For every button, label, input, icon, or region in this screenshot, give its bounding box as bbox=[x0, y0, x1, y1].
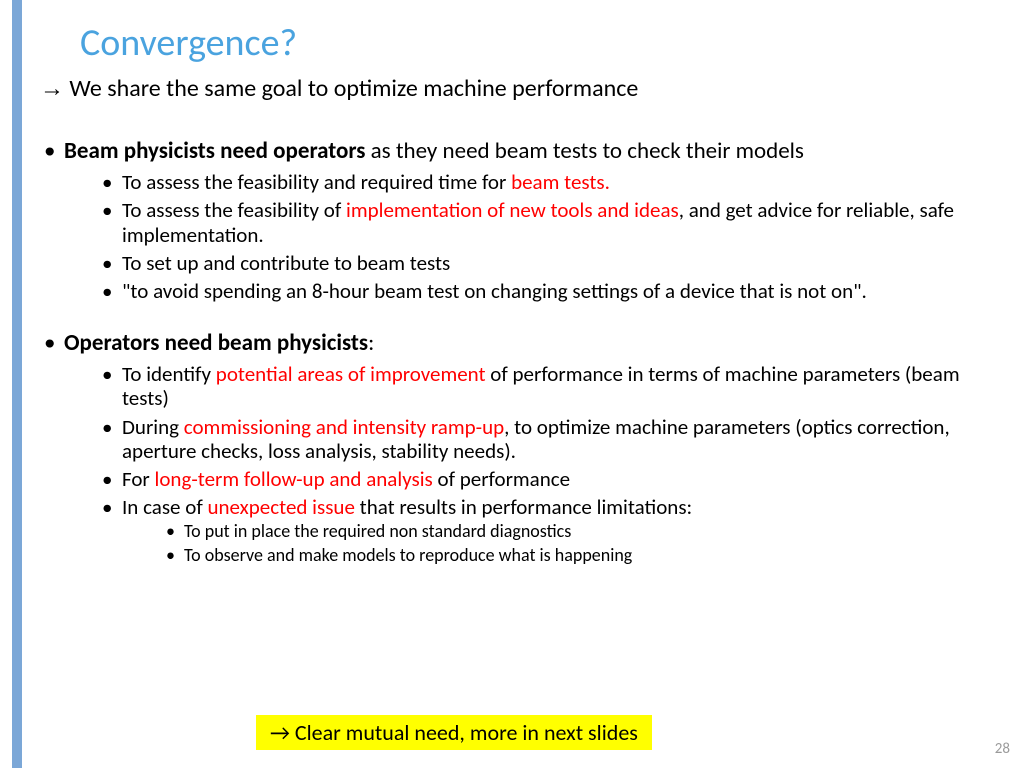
text: To identify bbox=[122, 361, 216, 387]
emphasis-text: potential areas of improvement bbox=[216, 361, 486, 387]
arrow-icon: → bbox=[270, 719, 290, 746]
emphasis-text: beam tests. bbox=[511, 169, 610, 195]
text: For bbox=[122, 466, 155, 492]
list-item: "to avoid spending an 8-hour beam test o… bbox=[102, 279, 1004, 303]
emphasis-text: commissioning and intensity ramp-up bbox=[184, 414, 504, 440]
highlight-text: Clear mutual need, more in next slides bbox=[290, 719, 638, 746]
list-item: To observe and make models to reproduce … bbox=[166, 545, 1004, 567]
list-item: For long-term follow-up and analysis of … bbox=[102, 467, 1004, 491]
list-item: During commissioning and intensity ramp-… bbox=[102, 415, 1004, 463]
text: To put in place the required non standar… bbox=[184, 520, 571, 542]
list-item: To put in place the required non standar… bbox=[166, 521, 1004, 543]
section-operators: Operators need beam physicists: To ident… bbox=[40, 331, 1004, 566]
list-item: In case of unexpected issue that results… bbox=[102, 495, 1004, 566]
section2-lead-rest: : bbox=[368, 329, 374, 357]
section1-lead: Beam physicists need operators as they n… bbox=[44, 139, 1004, 164]
text: that results in performance limitations: bbox=[355, 494, 692, 520]
section1-lead-bold: Beam physicists need operators bbox=[64, 137, 365, 165]
slide-title: Convergence? bbox=[80, 20, 1004, 66]
text: To set up and contribute to beam tests bbox=[122, 250, 450, 276]
section2-sublist: To identify potential areas of improveme… bbox=[102, 362, 1004, 566]
slide-left-accent-bar bbox=[12, 0, 22, 768]
text: "to avoid spending an 8-hour beam test o… bbox=[122, 278, 867, 304]
page-number: 28 bbox=[995, 740, 1010, 758]
section2-lead: Operators need beam physicists: bbox=[44, 331, 1004, 356]
text: of performance bbox=[433, 466, 570, 492]
highlight-callout: → Clear mutual need, more in next slides bbox=[256, 715, 652, 750]
intro-line: → We share the same goal to optimize mac… bbox=[40, 74, 1004, 103]
list-item: To assess the feasibility and required t… bbox=[102, 170, 1004, 194]
section2-lead-bold: Operators need beam physicists bbox=[64, 329, 368, 357]
list-item: To set up and contribute to beam tests bbox=[102, 251, 1004, 275]
emphasis-text: unexpected issue bbox=[207, 494, 354, 520]
text: To assess the feasibility and required t… bbox=[122, 169, 511, 195]
text: During bbox=[122, 414, 184, 440]
section2-subsublist: To put in place the required non standar… bbox=[166, 521, 1004, 566]
list-item: To assess the feasibility of implementat… bbox=[102, 198, 1004, 246]
text: To assess the feasibility of bbox=[122, 197, 346, 223]
arrow-icon: → bbox=[40, 75, 64, 102]
section1-lead-rest: as they need beam tests to check their m… bbox=[365, 137, 804, 165]
section1-sublist: To assess the feasibility and required t… bbox=[102, 170, 1004, 303]
emphasis-text: implementation of new tools and ideas bbox=[346, 197, 679, 223]
emphasis-text: long-term follow-up and analysis bbox=[155, 466, 433, 492]
slide-content: Convergence? → We share the same goal to… bbox=[40, 20, 1004, 594]
text: To observe and make models to reproduce … bbox=[184, 544, 632, 566]
text: In case of bbox=[122, 494, 207, 520]
intro-text: We share the same goal to optimize machi… bbox=[64, 74, 638, 103]
list-item: To identify potential areas of improveme… bbox=[102, 362, 1004, 410]
section-beam-physicists: Beam physicists need operators as they n… bbox=[40, 139, 1004, 303]
